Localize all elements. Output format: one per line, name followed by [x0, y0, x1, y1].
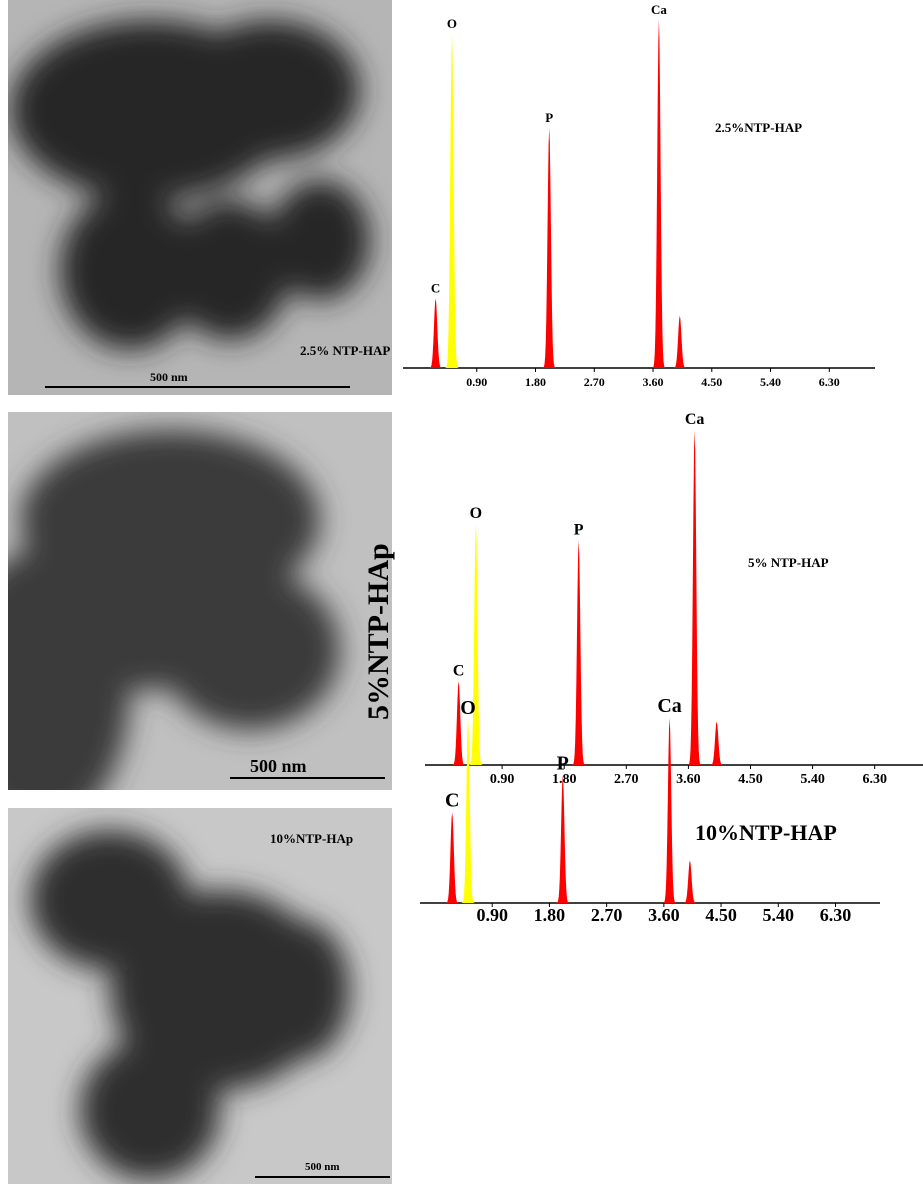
peak	[445, 812, 460, 903]
peak	[571, 540, 586, 765]
x-tick-label: 0.90	[490, 772, 515, 787]
peak	[672, 315, 687, 368]
scale-bar-label: 500 nm	[305, 1161, 340, 1173]
x-tick-label: 1.80	[552, 772, 577, 787]
x-tick-label: 5.40	[800, 772, 825, 787]
x-tick-label: 4.50	[701, 375, 722, 389]
peak-label: Ca	[651, 2, 667, 17]
image-label: 10%NTP-HAp	[270, 831, 353, 846]
peak	[444, 33, 459, 369]
x-tick-label: 1.80	[525, 375, 546, 389]
tem-image	[8, 808, 392, 1184]
x-tick-label: 6.30	[820, 905, 852, 925]
x-tick-label: 0.90	[466, 375, 487, 389]
peak	[468, 523, 483, 765]
peak-label: P	[557, 752, 569, 774]
peak	[687, 430, 702, 765]
x-tick-label: 2.70	[614, 772, 639, 787]
peak-label: O	[460, 697, 476, 719]
spectrum-title: 2.5%NTP-HAP	[715, 120, 802, 135]
x-tick-label: 1.80	[534, 905, 566, 925]
peak	[651, 20, 666, 368]
spectrum-title: 10%NTP-HAP	[695, 820, 837, 845]
peak-label: P	[574, 522, 584, 539]
peak	[709, 721, 724, 765]
peak-label: Ca	[685, 411, 705, 428]
peak	[662, 718, 677, 903]
x-tick-label: 5.40	[760, 375, 781, 389]
scale-bar-label: 500 nm	[150, 370, 188, 384]
peak-label: O	[447, 16, 457, 31]
peak-label: Ca	[657, 695, 681, 717]
x-tick-label: 3.60	[676, 772, 701, 787]
x-tick-label: 5.40	[763, 905, 795, 925]
x-tick-label: 6.30	[862, 772, 887, 787]
peak-label: P	[545, 110, 553, 125]
peak-label: C	[453, 662, 465, 679]
peak	[461, 719, 476, 903]
peak	[428, 298, 443, 368]
peak	[682, 860, 697, 903]
x-tick-label: 3.60	[643, 375, 664, 389]
x-tick-label: 2.70	[584, 375, 605, 389]
scale-bar-label: 500 nm	[250, 756, 307, 776]
peak-label: O	[470, 505, 482, 522]
x-tick-label: 3.60	[648, 905, 680, 925]
spectrum-title: 5% NTP-HAP	[748, 555, 829, 570]
tem-image	[8, 412, 392, 790]
peak-label: C	[445, 789, 459, 811]
peak	[542, 127, 557, 368]
peak	[555, 775, 570, 903]
peak-label: C	[431, 280, 440, 295]
peak	[451, 681, 466, 765]
x-tick-label: 6.30	[819, 375, 840, 389]
x-tick-label: 0.90	[476, 905, 508, 925]
image-label: 5%NTP-HAp	[362, 543, 395, 720]
image-label: 2.5% NTP-HAP	[300, 343, 390, 358]
x-tick-label: 4.50	[738, 772, 763, 787]
tem-image	[8, 0, 392, 395]
x-tick-label: 4.50	[705, 905, 737, 925]
x-tick-label: 2.70	[591, 905, 623, 925]
